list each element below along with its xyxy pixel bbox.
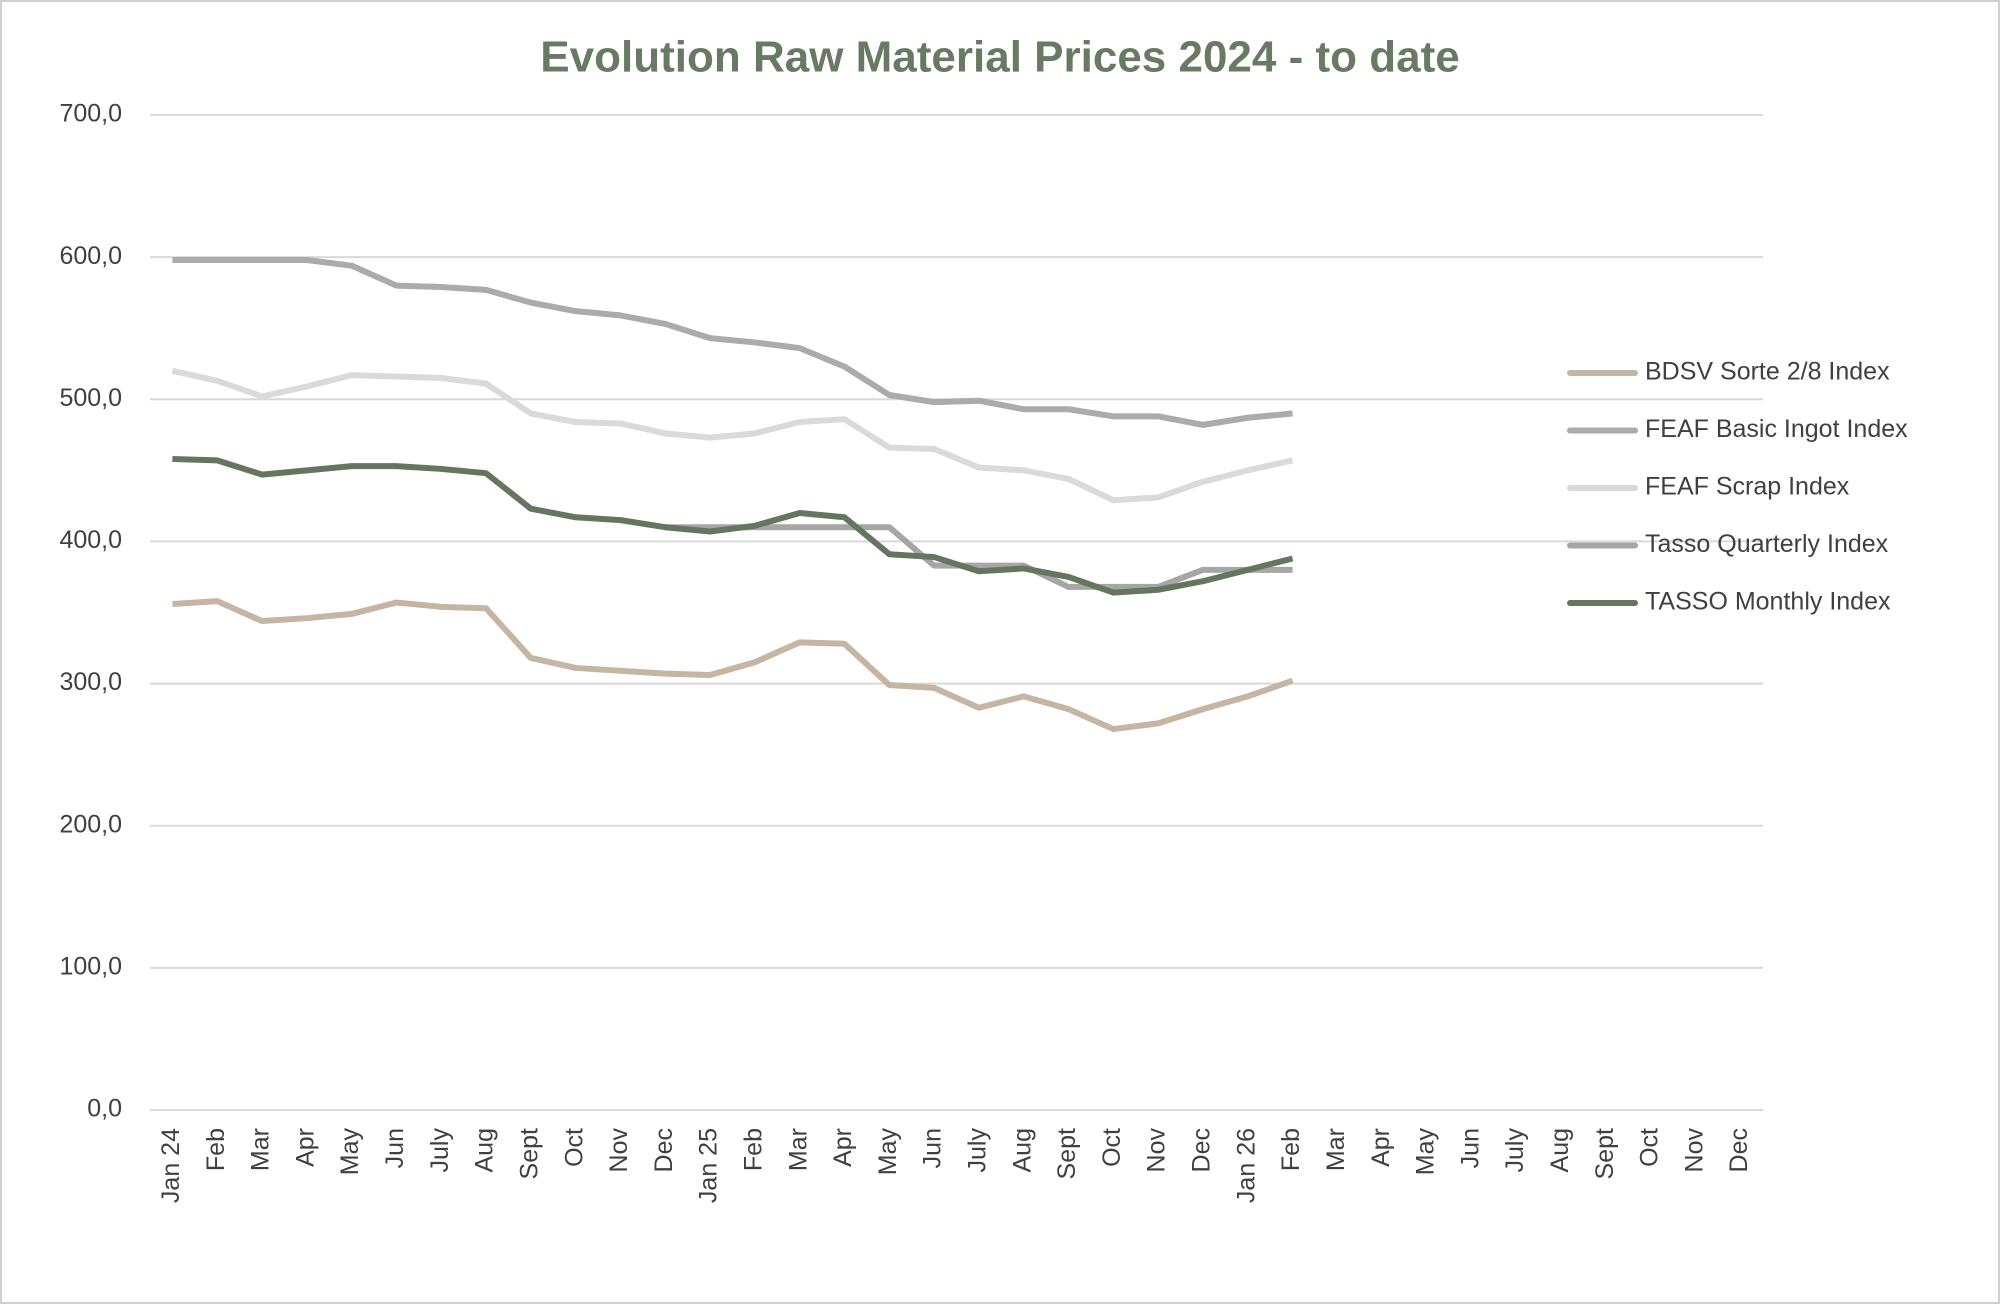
x-tick-label: Nov: [1680, 1128, 1708, 1173]
x-tick-label: July: [964, 1128, 992, 1173]
x-tick-label: Sept: [1591, 1128, 1619, 1179]
x-tick-label: Apr: [1367, 1128, 1395, 1167]
x-tick-label: Jun: [919, 1128, 947, 1168]
legend-label: FEAF Scrap Index: [1645, 473, 1850, 501]
legend-label: Tasso Quarterly Index: [1645, 530, 1889, 558]
x-tick-label: Feb: [1277, 1128, 1305, 1171]
x-tick-label: Dec: [1188, 1128, 1216, 1172]
x-tick-label: May: [1412, 1128, 1440, 1176]
y-tick-label: 400,0: [59, 526, 122, 554]
x-tick-label: May: [336, 1128, 364, 1176]
x-tick-label: Oct: [560, 1128, 588, 1167]
x-tick-label: Jan 26: [1232, 1128, 1260, 1203]
x-tick-label: July: [1501, 1128, 1529, 1173]
x-tick-label: Apr: [291, 1128, 319, 1167]
y-tick-label: 700,0: [59, 100, 122, 128]
series-line: [172, 598, 1294, 733]
x-tick-label: Sept: [515, 1128, 543, 1179]
x-tick-label: Aug: [471, 1128, 499, 1172]
x-tick-label: Mar: [784, 1128, 812, 1171]
series-line: [172, 455, 1294, 596]
x-tick-label: Dec: [1725, 1128, 1753, 1172]
x-tick-label: May: [874, 1128, 902, 1176]
y-tick-label: 300,0: [59, 668, 122, 696]
x-tick-label: Jan 25: [695, 1128, 723, 1203]
legend-label: FEAF Basic Ingot Index: [1645, 415, 1908, 443]
x-tick-label: Jun: [1456, 1128, 1484, 1168]
legend-label: TASSO Monthly Index: [1645, 588, 1891, 616]
x-tick-label: Mar: [247, 1128, 275, 1171]
x-tick-label: Jan 24: [157, 1128, 185, 1203]
x-tick-label: Mar: [1322, 1128, 1350, 1171]
y-tick-label: 100,0: [59, 952, 122, 980]
x-tick-label: July: [426, 1128, 454, 1173]
series-line: [171, 367, 1294, 504]
x-tick-label: Aug: [1546, 1128, 1574, 1172]
x-tick-label: Feb: [739, 1128, 767, 1171]
chart-title: Evolution Raw Material Prices 2024 - to …: [540, 33, 1459, 82]
x-tick-label: Dec: [650, 1128, 678, 1172]
y-tick-label: 500,0: [59, 384, 122, 412]
y-tick-label: 200,0: [59, 810, 122, 838]
series-line: [172, 256, 1293, 428]
x-tick-label: Sept: [1053, 1128, 1081, 1179]
x-tick-label: Oct: [1636, 1128, 1664, 1167]
x-tick-label: Feb: [202, 1128, 230, 1171]
x-tick-label: Jun: [381, 1128, 409, 1168]
x-tick-label: Apr: [829, 1128, 857, 1167]
x-tick-label: Nov: [1143, 1128, 1171, 1173]
x-tick-label: Oct: [1098, 1128, 1126, 1167]
y-tick-label: 0,0: [87, 1095, 122, 1123]
legend-label: BDSV Sorte 2/8 Index: [1645, 358, 1890, 386]
series-line: [665, 524, 1293, 590]
x-tick-label: Aug: [1008, 1128, 1036, 1172]
x-tick-label: Nov: [605, 1128, 633, 1173]
y-tick-label: 600,0: [59, 242, 122, 270]
